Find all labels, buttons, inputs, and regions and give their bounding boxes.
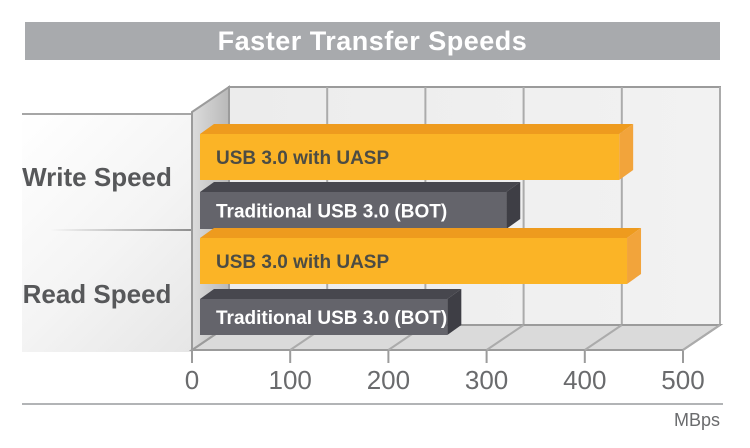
chart-title: Faster Transfer Speeds: [217, 26, 528, 56]
bar-label: Traditional USB 3.0 (BOT): [216, 202, 447, 223]
x-axis: 0 100 200 300 400 500: [185, 351, 705, 395]
axis-rule-line: [22, 403, 723, 405]
chart-title-banner: Faster Transfer Speeds: [25, 22, 720, 60]
bar-write-bot: Traditional USB 3.0 (BOT): [200, 182, 521, 229]
category-label-read: Read Speed: [22, 279, 172, 309]
x-tick-label: 0: [185, 365, 199, 395]
bar-label: USB 3.0 with UASP: [216, 148, 389, 169]
x-tick-label: 300: [465, 365, 508, 395]
bar-write-uasp: USB 3.0 with UASP: [200, 124, 634, 180]
axis-unit-label: MBps: [673, 410, 720, 430]
category-label-panel: [22, 113, 192, 352]
x-tick-label: 400: [563, 365, 606, 395]
bar-read-uasp: USB 3.0 with UASP: [200, 228, 642, 284]
category-divider-line: [50, 229, 192, 231]
floor-gridline: [682, 324, 721, 351]
floor-gridline: [486, 324, 525, 351]
category-label-write: Write Speed: [22, 162, 172, 192]
x-tick-label: 200: [367, 365, 410, 395]
bar-read-bot: Traditional USB 3.0 (BOT): [200, 289, 462, 335]
floor-gridline: [584, 324, 623, 351]
x-tick-label: 500: [661, 365, 704, 395]
bar-label: USB 3.0 with UASP: [216, 252, 389, 273]
bar-label: Traditional USB 3.0 (BOT): [216, 308, 447, 329]
x-tick-label: 100: [269, 365, 312, 395]
